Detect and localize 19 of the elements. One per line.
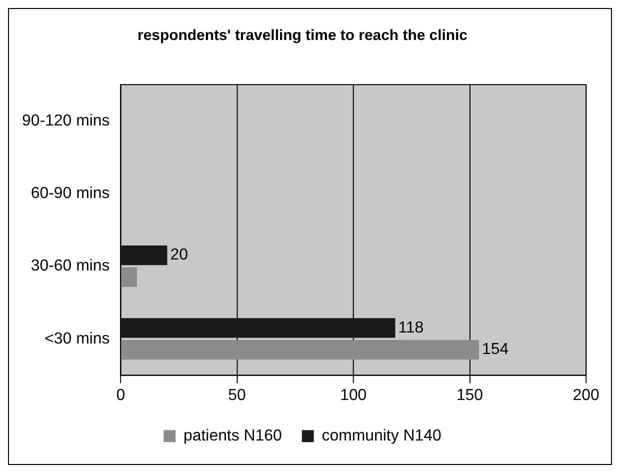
bar bbox=[121, 318, 396, 338]
x-tick-label: 100 bbox=[340, 387, 367, 404]
bar bbox=[121, 340, 480, 360]
legend-label: community N140 bbox=[322, 428, 442, 445]
y-tick-label: 30-60 mins bbox=[30, 258, 110, 275]
y-tick-label: <30 mins bbox=[44, 330, 110, 348]
x-tick-label: 200 bbox=[572, 387, 600, 404]
data-label: 118 bbox=[398, 319, 424, 336]
data-label: 154 bbox=[482, 341, 509, 358]
x-tick-label: 50 bbox=[228, 387, 246, 404]
data-label: 20 bbox=[170, 246, 188, 264]
bar bbox=[121, 246, 168, 266]
chart-title: respondents' travelling time to reach the clinic bbox=[138, 27, 468, 44]
legend-label: patients N160 bbox=[184, 428, 282, 445]
bar bbox=[121, 267, 137, 287]
y-tick-label: 60-90 mins bbox=[30, 185, 110, 202]
x-tick-label: 150 bbox=[456, 387, 484, 404]
x-tick-label: 0 bbox=[116, 387, 126, 404]
y-tick-label: 90-120 mins bbox=[22, 112, 110, 130]
